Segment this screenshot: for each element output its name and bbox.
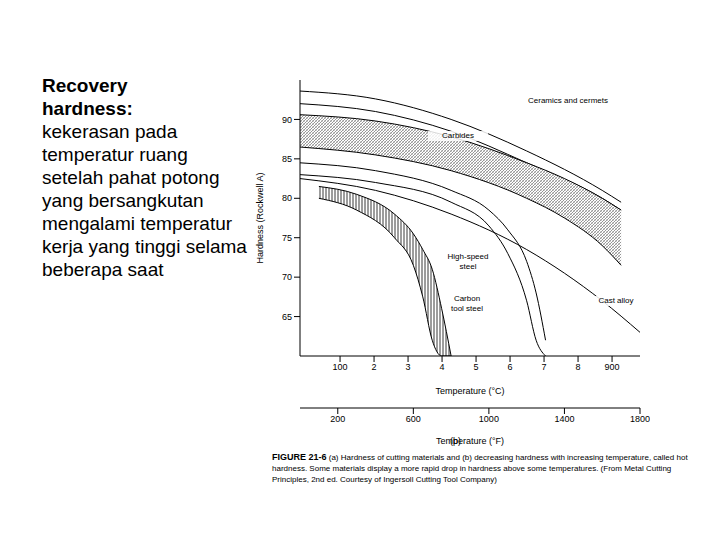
svg-text:1000: 1000	[479, 414, 499, 424]
svg-text:6: 6	[508, 362, 513, 372]
svg-text:85: 85	[282, 154, 292, 164]
svg-text:1800: 1800	[630, 414, 650, 424]
svg-text:3: 3	[406, 362, 411, 372]
svg-text:80: 80	[282, 193, 292, 203]
svg-text:7: 7	[542, 362, 547, 372]
svg-text:100: 100	[333, 362, 348, 372]
svg-text:65: 65	[282, 312, 292, 322]
svg-text:600: 600	[406, 414, 421, 424]
svg-text:Hardness (Rockwell A): Hardness (Rockwell A)	[255, 172, 265, 263]
svg-text:90: 90	[282, 115, 292, 125]
svg-text:Temperature (°F): Temperature (°F)	[436, 436, 504, 446]
svg-text:5: 5	[474, 362, 479, 372]
svg-text:900: 900	[605, 362, 620, 372]
svg-text:200: 200	[330, 414, 345, 424]
svg-text:2: 2	[372, 362, 377, 372]
svg-text:1400: 1400	[554, 414, 574, 424]
svg-text:8: 8	[576, 362, 581, 372]
svg-text:Temperature (°C): Temperature (°C)	[435, 386, 504, 396]
svg-text:4: 4	[440, 362, 445, 372]
svg-text:70: 70	[282, 272, 292, 282]
svg-text:75: 75	[282, 233, 292, 243]
